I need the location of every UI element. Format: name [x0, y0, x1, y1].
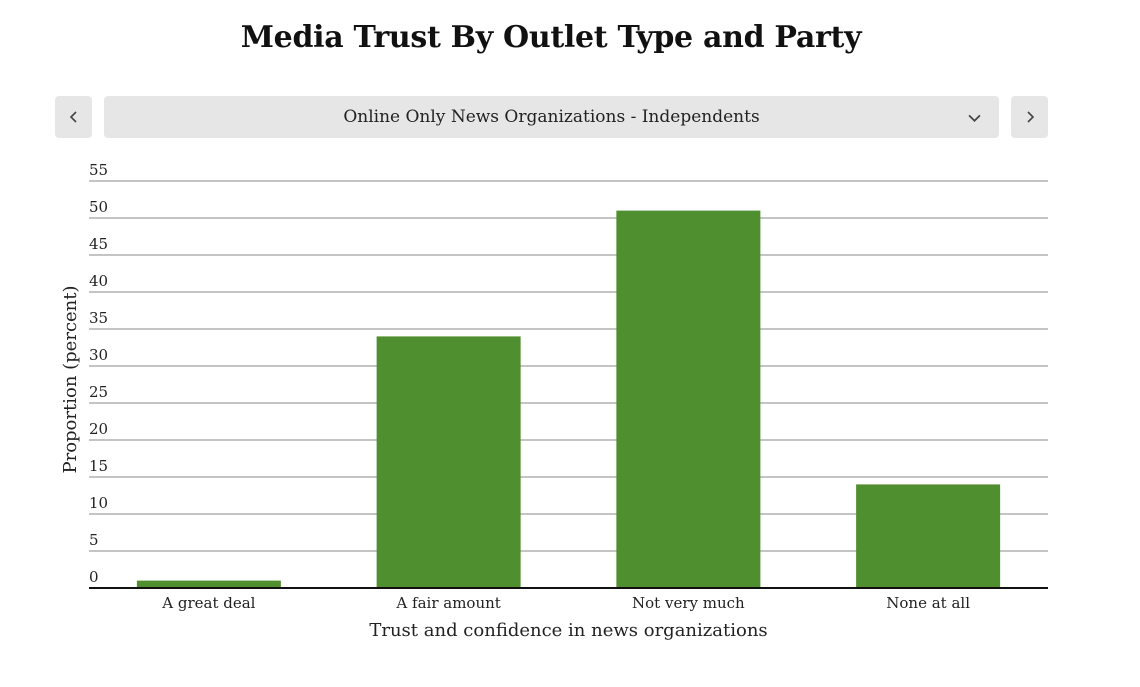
chevron-right-icon — [1026, 111, 1034, 123]
y-tick-label: 30 — [89, 346, 108, 364]
y-tick-label: 40 — [89, 272, 108, 290]
y-tick-label: 45 — [89, 235, 108, 253]
chevron-down-icon — [968, 114, 981, 122]
chart-title: Media Trust By Outlet Type and Party — [240, 20, 862, 55]
y-tick-label: 5 — [89, 531, 99, 549]
outlet-party-select[interactable]: Online Only News Organizations - Indepen… — [104, 96, 999, 138]
y-tick-label: 55 — [89, 161, 108, 179]
x-tick-label: A fair amount — [395, 594, 500, 612]
bar — [856, 484, 1001, 588]
x-tick-label: Not very much — [632, 594, 745, 612]
y-axis-label: Proportion (percent) — [60, 285, 81, 473]
chevron-left-icon — [69, 111, 77, 123]
bar — [616, 210, 761, 588]
selector-bar: Online Only News Organizations - Indepen… — [55, 96, 1048, 138]
x-axis-label: Trust and confidence in news organizatio… — [369, 620, 767, 641]
x-tick-label: A great deal — [161, 594, 255, 612]
bar-chart: 0 5 10 15 20 25 30 35 40 45 50 55 A great deal A fair… — [60, 161, 1048, 641]
bar — [136, 580, 281, 588]
y-tick-label: 10 — [89, 494, 108, 512]
y-tick-label: 35 — [89, 309, 108, 327]
y-tick-label: 15 — [89, 457, 108, 475]
bar — [376, 336, 521, 588]
y-tick-label: 25 — [89, 383, 108, 401]
y-tick-label: 50 — [89, 198, 108, 216]
y-tick-label: 0 — [89, 568, 99, 586]
previous-button[interactable] — [55, 96, 92, 138]
y-tick-label: 20 — [89, 420, 108, 438]
selected-option-label: Online Only News Organizations - Indepen… — [343, 107, 760, 127]
next-button[interactable] — [1011, 96, 1048, 138]
x-tick-label: None at all — [886, 594, 970, 612]
